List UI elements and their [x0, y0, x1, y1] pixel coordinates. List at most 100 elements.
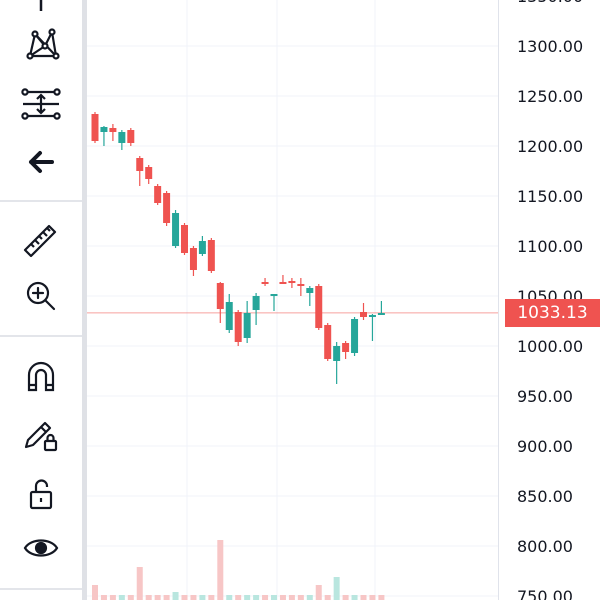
visibility-tool[interactable]	[14, 526, 68, 570]
xabcd-pattern-icon	[21, 24, 61, 64]
cursor-tool[interactable]	[14, 0, 68, 20]
volume-bar	[288, 595, 295, 600]
candle-body	[315, 286, 323, 328]
volume-bar	[109, 595, 116, 600]
lock-all-tool[interactable]	[14, 472, 68, 516]
toolbar-divider	[0, 335, 82, 337]
ruler-icon	[21, 220, 61, 260]
candle-body	[333, 346, 341, 361]
volume-bar	[163, 595, 170, 600]
candle-body	[324, 325, 332, 359]
candle-body	[377, 313, 385, 315]
volume-bar	[100, 595, 107, 600]
candle-body	[198, 241, 206, 254]
volume-bar	[92, 585, 98, 600]
pattern-tool[interactable]	[14, 22, 68, 66]
ruler-tool[interactable]	[14, 218, 68, 262]
volume-bar	[136, 567, 143, 600]
candle-body	[136, 158, 144, 171]
drawing-toolbar	[0, 0, 82, 600]
candle-body	[118, 132, 126, 143]
y-axis-tick-label: 1300.00	[517, 37, 583, 56]
volume-bar	[208, 595, 215, 600]
magnet-tool[interactable]	[14, 354, 68, 398]
candle-body	[127, 130, 135, 143]
candle-body	[172, 213, 180, 246]
volume-bar	[154, 595, 161, 600]
candle-body	[288, 281, 296, 283]
unlock-icon	[23, 476, 59, 512]
magnet-icon	[23, 358, 59, 394]
volume-bar	[262, 595, 269, 600]
volume-bar	[145, 595, 152, 600]
candle-body	[342, 343, 350, 352]
volume-bar	[235, 595, 242, 600]
y-axis-tick-label: 750.00	[517, 587, 573, 600]
forecast-tool[interactable]	[14, 82, 68, 126]
volume-bar	[253, 595, 260, 600]
volume-bar	[333, 577, 340, 600]
y-axis-tick-label: 1150.00	[517, 187, 583, 206]
volume-bar	[360, 595, 367, 600]
volume-bar	[217, 540, 224, 600]
zoom-tool[interactable]	[14, 274, 68, 318]
crosshair-icon	[24, 0, 58, 15]
arrow-left-icon	[24, 145, 58, 179]
volume-bar	[306, 595, 313, 600]
volume-bar	[378, 595, 385, 600]
y-axis-tick-label: 1350.00	[517, 0, 583, 6]
volume-bar	[271, 595, 277, 600]
y-axis-tick-label: 850.00	[517, 487, 573, 506]
toolbar-divider	[0, 200, 82, 202]
candle-body	[306, 288, 314, 293]
candle-body	[297, 284, 305, 286]
candle-body	[234, 312, 242, 342]
y-axis-tick-label: 1250.00	[517, 87, 583, 106]
eye-icon	[22, 533, 60, 563]
volume-bar	[351, 595, 358, 600]
candle-body	[154, 186, 162, 203]
y-axis-tick-label: 1100.00	[517, 237, 583, 256]
volume-bar	[118, 595, 125, 600]
last-price-label: 1033.13	[505, 299, 600, 327]
y-axis-tick-label: 800.00	[517, 537, 573, 556]
forecast-projection-icon	[19, 84, 63, 124]
candle-body	[91, 114, 99, 141]
candle-body	[270, 294, 278, 296]
volume-bar	[297, 595, 304, 600]
y-axis-tick-label: 1000.00	[517, 337, 583, 356]
zoom-in-icon	[23, 278, 59, 314]
toolbar-divider	[0, 588, 82, 590]
volume-bar	[199, 595, 206, 600]
y-axis-tick-label: 900.00	[517, 437, 573, 456]
candle-body	[207, 240, 215, 271]
volume-bar	[315, 585, 322, 600]
candle-body	[100, 127, 108, 132]
candle-body	[360, 312, 367, 317]
y-axis-tick-label: 1200.00	[517, 137, 583, 156]
volume-bar	[226, 595, 233, 600]
volume-bar	[279, 595, 286, 600]
volume-bar	[324, 595, 331, 600]
candle-body	[279, 282, 287, 284]
candle-body	[145, 167, 153, 179]
toolbar-scrollbar[interactable]	[82, 0, 87, 600]
candle-body	[368, 315, 376, 317]
candle-body	[109, 128, 117, 132]
volume-bar	[190, 595, 197, 600]
volume-bar	[342, 595, 349, 600]
volume-bar	[369, 595, 376, 600]
y-axis-tick-label: 950.00	[517, 387, 573, 406]
back-tool[interactable]	[14, 140, 68, 184]
volume-bar	[244, 595, 251, 600]
candle-body	[243, 313, 251, 338]
candle-body	[216, 283, 224, 309]
candle-body	[261, 282, 269, 284]
candle-body	[351, 319, 359, 353]
candle-body	[225, 302, 233, 330]
lock-drawings-tool[interactable]	[14, 412, 68, 456]
candle-body	[252, 296, 260, 310]
candle-body	[163, 193, 171, 223]
candle-body	[181, 225, 188, 253]
volume-bar	[172, 592, 179, 600]
